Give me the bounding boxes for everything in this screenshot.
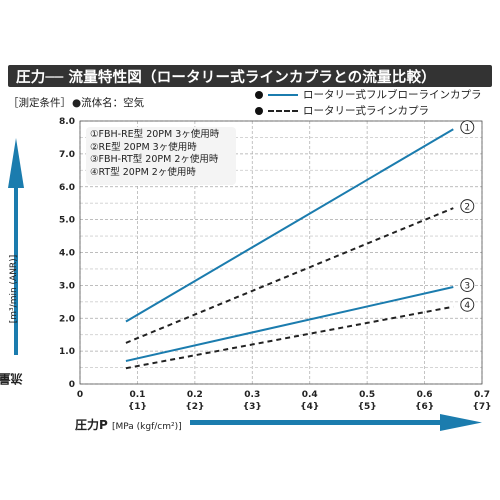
- x-tick-label-secondary: {6}: [415, 402, 434, 412]
- x-tick-label: 0.4: [302, 390, 318, 400]
- title-bar: 圧力── 流量特性図（ロータリー式ラインカプラとの流量比較）: [8, 65, 492, 87]
- x-axis-title: 圧力P [MPa (kgf/cm²)]: [75, 416, 182, 433]
- series-marker-circle: [460, 199, 475, 214]
- x-tick-label: 0.1: [129, 390, 145, 400]
- y-tick-label: 8.0: [59, 117, 75, 127]
- y-tick-label: 6.0: [59, 183, 75, 193]
- x-tick-label: 0.2: [187, 390, 203, 400]
- x-tick-label-secondary: {2}: [185, 402, 204, 412]
- chart-title: 圧力── 流量特性図（ロータリー式ラインカプラとの流量比較）: [16, 70, 436, 86]
- legend-label: ロータリー式ラインカプラ: [303, 105, 429, 117]
- y-axis-arrow-head: [8, 138, 24, 188]
- series-marker-circle: [460, 278, 475, 292]
- x-axis-arrow-shaft: [190, 420, 445, 425]
- series-marker-label: 4: [464, 301, 470, 311]
- condition-label: ［測定条件］: [8, 97, 71, 109]
- x-tick-label-secondary: {4}: [300, 402, 319, 412]
- series-notes: ①FBH-RE型 20PM 3ヶ使用時 ②RE型 20PM 3ヶ使用時 ③FBH…: [86, 127, 236, 185]
- plot-frame: [79, 120, 483, 385]
- x-tick-label: 0: [77, 390, 83, 400]
- x-tick-label: 0.6: [417, 390, 433, 400]
- y-tick-label: 1.0: [59, 347, 75, 357]
- x-tick-label-secondary: {7}: [472, 402, 491, 412]
- legend-swatch-solid: [268, 94, 298, 96]
- note-item: ③FBH-RT型 20PM 2ヶ使用時: [90, 154, 219, 165]
- tick-labels: 0 0.1 {1} 0.2 {2} 0.3 {3} 0.4 {4} 0.5 {5} 0.6 {6} 0.7…: [59, 117, 491, 412]
- x-tick-label-secondary: {3}: [243, 402, 262, 412]
- series-marker-label: 1: [464, 124, 470, 134]
- x-axis-arrow-head: [440, 414, 482, 431]
- series-line-4: [125, 305, 454, 370]
- y-axis-arrow-shaft: [14, 185, 18, 355]
- series-lines: [125, 128, 454, 370]
- y-axis-unit: [m³/min (ANR)]: [9, 254, 19, 324]
- legend-swatch-dashed: [268, 110, 298, 112]
- x-tick-label-secondary: {1}: [128, 402, 147, 412]
- bullet-icon: [255, 107, 263, 115]
- x-tick-label: 0.3: [244, 390, 260, 400]
- y-tick-label: 0: [69, 380, 75, 390]
- series-marker-label: 2: [464, 203, 470, 213]
- axis-arrows: [8, 138, 482, 431]
- series-marker-circle: [460, 120, 475, 135]
- series-markers: 1 2 3 4: [460, 120, 475, 312]
- bullet-icon: [255, 91, 263, 99]
- series-marker-label: 3: [464, 282, 470, 292]
- y-tick-label: 3.0: [59, 281, 75, 291]
- y-tick-label: 5.0: [59, 216, 75, 226]
- legend-label: ロータリー式フルブローラインカプラ: [303, 89, 482, 101]
- x-tick-label-secondary: {5}: [358, 402, 377, 412]
- y-tick-label: 7.0: [59, 150, 75, 160]
- x-tick-label: 0.5: [359, 390, 375, 400]
- legend-item-standard: ロータリー式ラインカプラ: [255, 104, 495, 118]
- y-tick-label: 4.0: [59, 249, 75, 259]
- legend: ロータリー式フルブローラインカプラ ロータリー式ラインカプラ: [255, 88, 495, 118]
- y-tick-label: 2.0: [59, 314, 75, 324]
- y-axis-label: 流量Q: [0, 371, 23, 386]
- series-line-1: [125, 128, 454, 323]
- fluid-label: ●流体名：空気: [72, 97, 145, 109]
- note-item: ①FBH-RE型 20PM 3ヶ使用時: [90, 129, 220, 140]
- series-marker-circle: [460, 297, 475, 312]
- legend-item-fullblow: ロータリー式フルブローラインカプラ: [255, 88, 495, 102]
- x-axis-unit: [MPa (kgf/cm²)]: [111, 422, 182, 432]
- note-item: ④RT型 20PM 2ヶ使用時: [90, 166, 196, 178]
- note-item: ②RE型 20PM 3ヶ使用時: [90, 141, 197, 153]
- x-tick-label: 0.7: [474, 390, 490, 400]
- series-line-3: [125, 286, 454, 362]
- x-axis-label: 圧力P: [75, 418, 108, 432]
